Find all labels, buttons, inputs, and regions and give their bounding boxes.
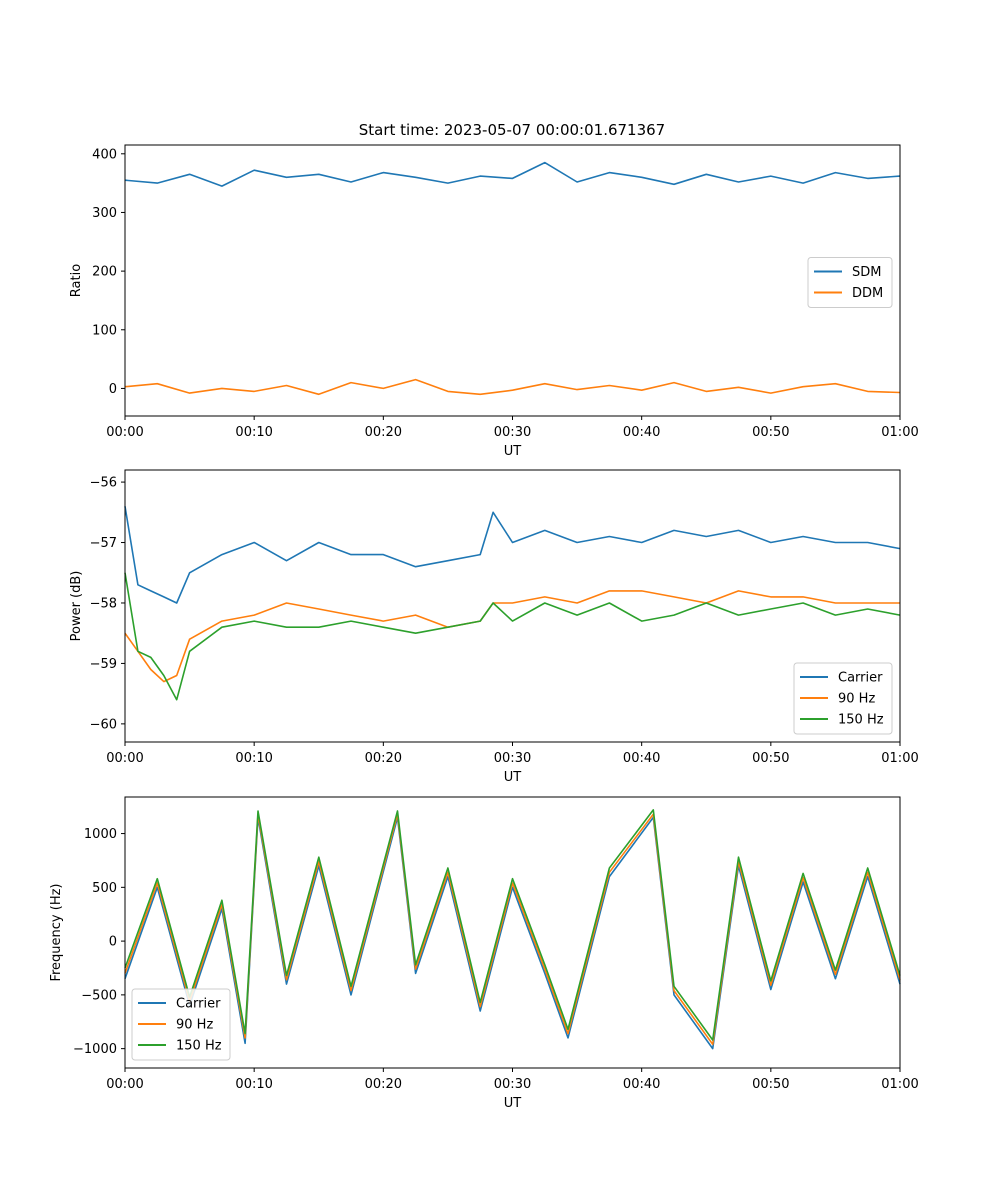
y-axis-label: Ratio	[69, 264, 84, 297]
x-tick-label: 00:50	[752, 1077, 789, 1092]
legend-label: 90 Hz	[176, 1018, 213, 1033]
x-tick-label: 00:30	[494, 1077, 531, 1092]
x-tick-label: 00:00	[106, 1077, 143, 1092]
legend: Carrier 90 Hz 150 Hz	[131, 988, 231, 1061]
series-line-90-hz	[124, 590, 900, 683]
x-tick-label: 00:40	[623, 751, 660, 766]
y-tick-label: 200	[92, 265, 117, 280]
series-line-150-hz	[124, 809, 901, 1041]
chart-panel-2: 00:00 00:10 00:20 00:30 00:40 00:50 01:00 −60 −5…	[69, 469, 919, 785]
y-tick-label: −57	[90, 536, 117, 551]
y-tick-label: −56	[90, 476, 117, 491]
legend-box	[807, 257, 893, 308]
y-tick-label: 400	[92, 147, 117, 162]
y-tick-label: 0	[109, 382, 117, 397]
x-tick-label: 00:30	[494, 751, 531, 766]
legend-label: Carrier	[838, 671, 883, 686]
series-line-ddm	[124, 378, 901, 396]
legend-label: 150 Hz	[176, 1039, 222, 1054]
legend-label: DDM	[852, 286, 883, 301]
x-tick-label: 01:00	[881, 425, 918, 440]
y-tick-label: −60	[90, 717, 117, 732]
chart-panels: 00:00 00:10 00:20 00:30 00:40 00:50 01:00 0 100 2…	[49, 144, 919, 1111]
x-tick-label: 00:20	[365, 751, 402, 766]
legend: SDM DDM	[807, 257, 893, 308]
chart-panel-1: 00:00 00:10 00:20 00:30 00:40 00:50 01:00 0 100 2…	[69, 144, 919, 459]
legend-box	[793, 662, 893, 735]
x-axis-label: UT	[504, 1096, 522, 1111]
series-line-150-hz	[124, 572, 901, 701]
chart-panel-3: 00:00 00:10 00:20 00:30 00:40 00:50 01:00 −1000…	[49, 796, 919, 1111]
x-tick-label: 00:00	[106, 425, 143, 440]
y-tick-label: −1000	[73, 1042, 117, 1057]
x-tick-label: 00:20	[365, 1077, 402, 1092]
legend-box	[131, 988, 231, 1061]
y-tick-label: 0	[109, 935, 117, 950]
x-tick-label: 00:40	[623, 425, 660, 440]
x-axis-label: UT	[504, 444, 522, 459]
x-tick-label: 00:10	[235, 1077, 272, 1092]
series-line-carrier	[124, 506, 901, 604]
y-axis-label: Power (dB)	[69, 571, 84, 642]
x-tick-label: 00:00	[106, 751, 143, 766]
y-tick-label: 100	[92, 323, 117, 338]
y-tick-label: 1000	[84, 827, 117, 842]
x-tick-label: 00:40	[623, 1077, 660, 1092]
axes-frame	[124, 144, 901, 417]
y-tick-label: −500	[81, 988, 117, 1003]
series-line-sdm	[124, 161, 901, 187]
x-tick-label: 00:50	[752, 751, 789, 766]
legend-label: 150 Hz	[838, 713, 884, 728]
x-tick-label: 00:10	[235, 751, 272, 766]
y-tick-label: −58	[90, 596, 117, 611]
y-tick-label: 300	[92, 206, 117, 221]
y-tick-label: 500	[92, 881, 117, 896]
y-axis-label: Frequency (Hz)	[49, 883, 64, 981]
y-tick-label: −59	[90, 657, 117, 672]
legend: Carrier 90 Hz 150 Hz	[793, 662, 893, 735]
figure-title: Start time: 2023-05-07 00:00:01.671367	[359, 121, 665, 139]
legend-label: SDM	[852, 265, 881, 280]
x-tick-label: 00:50	[752, 425, 789, 440]
x-tick-label: 01:00	[881, 751, 918, 766]
x-tick-label: 00:10	[235, 425, 272, 440]
x-tick-label: 00:20	[365, 425, 402, 440]
axes-frame	[124, 796, 901, 1069]
x-axis-label: UT	[504, 770, 522, 785]
legend-label: Carrier	[176, 997, 221, 1012]
legend-label: 90 Hz	[838, 692, 875, 707]
x-tick-label: 00:30	[494, 425, 531, 440]
x-tick-label: 01:00	[881, 1077, 918, 1092]
